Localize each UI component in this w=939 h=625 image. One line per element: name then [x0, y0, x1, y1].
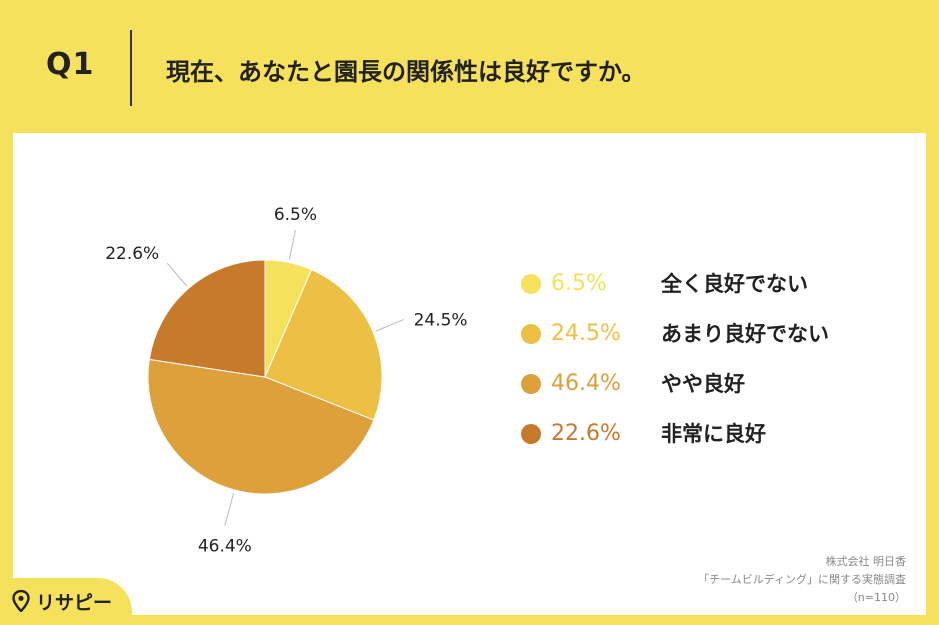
legend-percent: 22.6% — [551, 421, 621, 446]
pie-slice — [148, 259, 266, 378]
question-title: 現在、あなたと園長の関係性は良好ですか。 — [166, 58, 646, 86]
header: Q1 現在、あなたと園長の関係性は良好ですか。 — [0, 0, 939, 133]
leader-line — [375, 319, 404, 332]
legend-dot — [521, 374, 541, 394]
legend-item: 6.5% 全く良好でない — [521, 269, 881, 299]
leader-line — [224, 492, 235, 526]
leader-line — [288, 230, 296, 260]
pie-slice — [147, 358, 375, 495]
legend-item: 24.5% あまり良好でない — [521, 319, 881, 349]
slice-value-label: 24.5% — [414, 311, 468, 331]
brand-logo: リサピー — [0, 578, 132, 625]
source-company: 株式会社 明日香 — [825, 555, 907, 568]
legend-label: やや良好 — [661, 372, 745, 396]
legend-percent: 24.5% — [551, 321, 621, 346]
header-divider — [130, 30, 132, 106]
legend-dot — [521, 324, 541, 344]
question-number: Q1 — [46, 47, 95, 82]
source-sample-size: （n=110） — [846, 591, 906, 604]
legend-percent: 46.4% — [551, 371, 621, 396]
legend-item: 22.6% 非常に良好 — [521, 419, 881, 449]
legend-dot — [521, 274, 541, 294]
leader-line — [166, 262, 188, 287]
source-survey: 「チームビルディング」に関する実態調査 — [698, 573, 906, 586]
legend-dot — [521, 424, 541, 444]
logo-text: リサピー — [36, 592, 113, 614]
legend-label: 全く良好でない — [661, 272, 808, 296]
chart-card: 6.5% 24.5% 46.4% 22.6% 6.5% 全く良好でない 24.5% あ… — [13, 133, 926, 615]
pie-chart: 6.5% 24.5% 46.4% 22.6% — [105, 205, 468, 557]
legend-label: あまり良好でない — [661, 322, 829, 346]
legend-label: 非常に良好 — [661, 422, 766, 446]
legend-percent: 6.5% — [551, 271, 607, 296]
source-note: 株式会社 明日香 「チームビルディング」に関する実態調査 （n=110） — [698, 553, 906, 607]
slice-value-label: 6.5% — [274, 205, 317, 225]
pie-slice — [264, 268, 383, 421]
slice-value-label: 22.6% — [105, 244, 159, 264]
legend-item: 46.4% やや良好 — [521, 369, 881, 399]
slice-value-label: 46.4% — [198, 537, 252, 557]
location-pin-icon — [12, 590, 30, 612]
